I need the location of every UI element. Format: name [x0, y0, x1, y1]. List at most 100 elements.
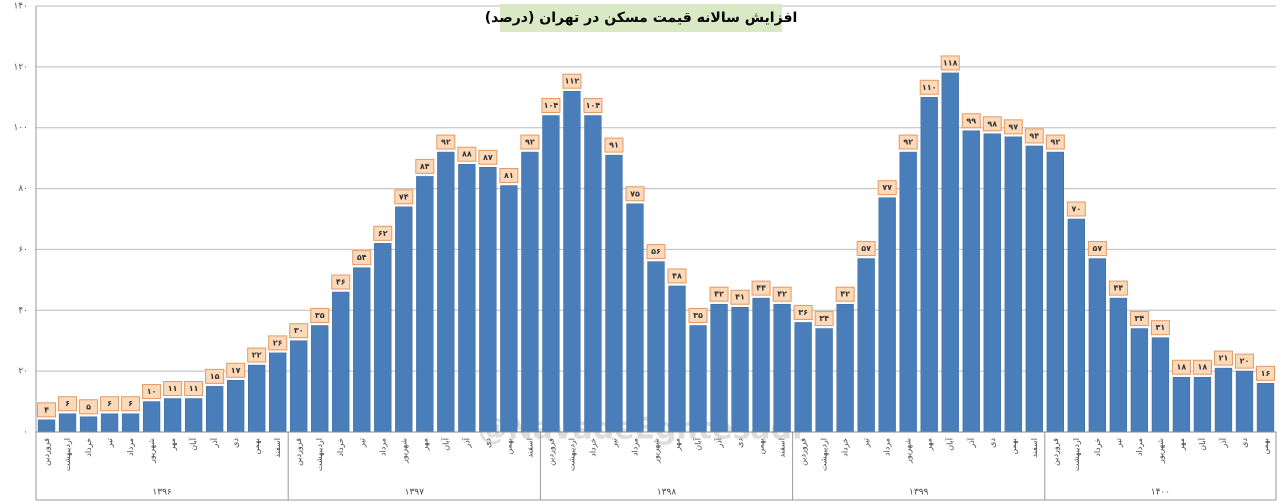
value-label-box	[1192, 359, 1212, 375]
bar	[458, 163, 476, 433]
bar	[521, 151, 539, 433]
x-tick-label: تیر	[862, 438, 871, 448]
x-tick-label: اردیبهشت	[1072, 438, 1081, 471]
value-label: ۸۷	[483, 153, 493, 162]
x-tick-label: اردیبهشت	[820, 438, 829, 471]
x-tick-label: بهمن	[1009, 438, 1018, 455]
bar	[1235, 370, 1254, 433]
value-label-box	[919, 79, 939, 95]
value-label-box	[1024, 128, 1044, 144]
bar	[794, 322, 812, 433]
title-box	[500, 4, 782, 32]
x-tick-label: دی	[1240, 438, 1249, 448]
x-tick-label: تیر	[1114, 438, 1123, 448]
bar	[899, 151, 917, 433]
x-tick-label: دی	[988, 438, 997, 448]
x-tick-label: خرداد	[1093, 438, 1102, 457]
value-label: ۷۴	[399, 192, 409, 201]
x-tick-label: اسفند	[273, 438, 282, 458]
bar	[563, 90, 581, 433]
x-tick-label: آذر	[461, 437, 471, 448]
x-tick-label: مرداد	[630, 438, 639, 456]
group-label: ۱۳۹۸	[657, 488, 677, 498]
value-label: ۹۲	[903, 138, 913, 147]
x-tick-label: مرداد	[378, 438, 387, 456]
value-label: ۶	[65, 399, 70, 408]
bar	[1172, 376, 1191, 433]
x-tick-label: فروردین	[546, 438, 555, 466]
value-label-box	[1171, 359, 1191, 375]
value-label-box	[37, 402, 57, 418]
bar	[836, 303, 854, 433]
bar	[647, 261, 665, 433]
x-tick-label: فروردین	[294, 438, 303, 466]
x-tick-label: آبان	[945, 437, 955, 451]
value-label: ۹۱	[609, 141, 619, 150]
group-label: ۱۴۰۰	[1151, 488, 1170, 498]
bar	[269, 352, 287, 433]
bar	[1004, 136, 1022, 433]
x-tick-label: تیر	[609, 438, 618, 448]
value-label-box	[1213, 350, 1233, 366]
value-label: ۱۱	[168, 384, 178, 393]
bar	[542, 115, 560, 433]
value-label-box	[877, 180, 897, 196]
value-label-box	[1255, 365, 1275, 381]
x-tick-label: تیر	[105, 438, 114, 448]
value-label: ۴۲	[714, 290, 724, 299]
bar	[815, 328, 833, 433]
value-label: ۲۶	[273, 338, 283, 347]
bar	[962, 130, 980, 433]
value-label: ۴۸	[672, 271, 682, 280]
value-label: ۹۲	[525, 138, 535, 147]
value-label-box	[163, 381, 183, 397]
value-label-box	[436, 134, 456, 150]
value-label: ۶	[107, 399, 112, 408]
x-tick-label: مهر	[420, 438, 429, 451]
bar	[290, 340, 308, 433]
value-label: ۸۱	[504, 171, 514, 180]
value-label-box	[100, 396, 120, 412]
bar	[100, 413, 119, 433]
x-tick-label: شهریور	[652, 438, 661, 464]
value-label-box	[331, 274, 351, 290]
bar	[79, 416, 98, 433]
value-label-box	[940, 55, 960, 71]
x-tick-label: اسفند	[525, 438, 534, 458]
bar	[227, 380, 245, 433]
value-label-box	[835, 286, 855, 302]
value-label: ۱۵	[210, 372, 220, 381]
x-tick-label: اردیبهشت	[567, 438, 576, 471]
bar	[1193, 376, 1212, 433]
x-tick-label: مرداد	[126, 438, 135, 456]
group-label: ۱۳۹۷	[405, 488, 425, 498]
y-tick-label: ۲۰	[18, 367, 28, 377]
bar	[773, 303, 791, 433]
value-label-box	[310, 308, 330, 323]
bar	[920, 97, 938, 433]
value-label: ۴۲	[777, 290, 787, 299]
value-label: ۱۱۲	[565, 77, 580, 86]
bar	[479, 167, 497, 433]
bar	[668, 285, 686, 433]
value-label-box	[772, 286, 792, 302]
value-label: ۱۶	[1261, 369, 1271, 378]
bar	[205, 386, 224, 433]
value-label-box	[562, 73, 582, 89]
bar	[121, 413, 140, 433]
bar	[689, 325, 707, 433]
bar	[332, 291, 350, 433]
value-label: ۹۸	[987, 119, 997, 128]
value-label: ۵	[86, 402, 91, 411]
bar	[311, 325, 329, 433]
bar	[1046, 151, 1064, 433]
value-label: ۵۷	[1092, 244, 1102, 253]
value-label: ۳۰	[294, 326, 304, 335]
value-label: ۶	[128, 399, 133, 408]
bar	[584, 115, 602, 433]
bar	[1025, 145, 1043, 433]
value-label-box	[247, 347, 267, 363]
value-label: ۳۶	[798, 308, 808, 317]
x-tick-label: تیر	[357, 438, 366, 448]
